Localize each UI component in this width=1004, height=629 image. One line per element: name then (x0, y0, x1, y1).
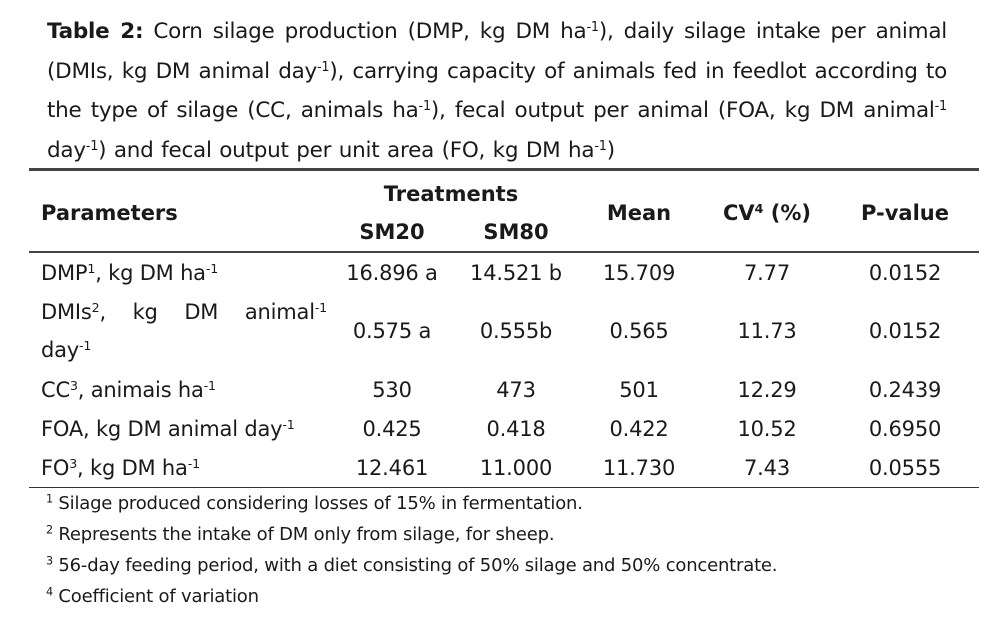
footnote-text: 56-day feeding period, with a diet consi… (52, 555, 778, 576)
caption-superscript: -1 (934, 98, 948, 114)
parameter-text: , kg DM ha (77, 455, 188, 480)
parameter-superscript: 3 (69, 455, 78, 471)
data-table: Parameters Treatments Mean CV4 (%) P-val… (29, 168, 979, 488)
cell-mean: 501 (619, 377, 659, 402)
caption-text: ) and fecal output per unit area (FO, kg… (98, 137, 595, 163)
table-row: DMP1, kg DM ha-1 16.896 a 14.521 b 15.709 7.… (29, 252, 979, 292)
caption-label: Table 2: (47, 19, 144, 44)
caption-text: ), carrying capacity of animals fed in f… (47, 58, 948, 124)
header-parameters: Parameters (29, 168, 327, 253)
caption-text: Corn silage production (DMP, kg DM ha (143, 19, 587, 44)
header-subrow: SM20 SM80 (29, 213, 979, 253)
cell-mean: 11.730 (575, 448, 703, 488)
cell-parameter: FO3, kg DM ha-1 (29, 448, 327, 488)
cell-cv: 12.29 (737, 377, 797, 402)
header-sm20: SM20 (327, 213, 457, 253)
cell-sm20: 0.575 a (352, 319, 432, 343)
parameter-superscript: -1 (187, 455, 200, 471)
cell-pvalue: 0.0152 (868, 260, 942, 285)
caption-text: day (47, 137, 86, 163)
footnote: 4 Coefficient of variation (46, 581, 946, 612)
footnote-text: Coefficient of variation (52, 586, 259, 607)
header-cv-unit: (%) (763, 201, 811, 225)
cell-sm80: 0.418 (486, 416, 546, 441)
cell-pvalue: 0.6950 (868, 416, 942, 441)
cell-parameter: FOA, kg DM animal day-1 (29, 409, 327, 448)
footnote: 1 Silage produced considering losses of … (46, 488, 946, 519)
parameter-text: , animais ha (77, 377, 204, 402)
parameter-text: DMIs (41, 300, 92, 324)
caption-superscript: -1 (586, 19, 599, 35)
caption-text: ), daily silage intake per animal (DMIs,… (47, 19, 947, 84)
header-row: Parameters Treatments Mean CV4 (%) P-val… (29, 168, 979, 253)
cell-cv: 7.77 (744, 260, 790, 285)
parameter-superscript: 1 (87, 260, 96, 276)
cell-mean: 15.709 (602, 260, 676, 285)
footnotes: 1 Silage produced considering losses of … (46, 488, 946, 612)
cell-sm20: 0.425 (362, 416, 422, 441)
parameter-text: DMP (41, 260, 88, 285)
parameter-text: , kg DM ha (95, 260, 206, 285)
data-table-container: Parameters Treatments Mean CV4 (%) P-val… (29, 168, 979, 488)
table-caption: Table 2: Corn silage production (DMP, kg… (47, 12, 947, 170)
header-treatments: Treatments (327, 168, 575, 213)
header-cv-label: CV (723, 201, 755, 225)
caption-text: ) (606, 137, 615, 163)
cell-sm80: 0.555b (479, 319, 553, 343)
cell-pvalue: 0.0152 (868, 319, 942, 343)
cell-parameter: DMP1, kg DM ha-1 (29, 252, 327, 292)
footnote-mark: 4 (46, 585, 53, 599)
cell-cv: 11.73 (737, 319, 797, 343)
parameter-superscript: -1 (282, 416, 295, 432)
footnote-mark: 1 (46, 492, 53, 506)
footnote-text: Represents the intake of DM only from si… (52, 524, 555, 545)
footnote: 3 56-day feeding period, with a diet con… (46, 550, 946, 581)
footnote: 2 Represents the intake of DM only from … (46, 519, 946, 550)
parameter-superscript: -1 (203, 377, 216, 393)
cell-sm20: 530 (372, 377, 412, 402)
parameter-superscript: -1 (205, 260, 219, 276)
table-row: CC3, animais ha-1 530 473 501 12.29 0.2439 (29, 370, 979, 409)
parameter-superscript: 2 (91, 300, 100, 316)
cell-mean: 0.565 (609, 319, 669, 343)
header-pvalue: P-value (831, 168, 979, 253)
cell-sm80: 11.000 (457, 448, 575, 488)
header-cv: CV4 (%) (703, 168, 831, 253)
parameter-text: day (41, 338, 80, 362)
footnote-mark: 2 (46, 523, 53, 537)
cell-cv: 10.52 (737, 416, 797, 441)
caption-superscript: -1 (85, 138, 99, 154)
table-row: FOA, kg DM animal day-1 0.425 0.418 0.422 10… (29, 409, 979, 448)
cell-sm80: 14.521 b (470, 260, 562, 285)
cell-pvalue: 0.2439 (868, 377, 942, 402)
table-row: FO3, kg DM ha-1 12.461 11.000 11.730 7.43 0.0… (29, 448, 979, 488)
cell-mean: 0.422 (609, 416, 669, 441)
header-sm80: SM80 (457, 213, 575, 253)
cell-sm20: 12.461 (327, 448, 457, 488)
caption-text: ), fecal output per animal (FOA, kg DM a… (430, 98, 935, 123)
parameter-text: FO (41, 455, 70, 480)
caption-superscript: -1 (418, 98, 432, 114)
cell-cv: 7.43 (703, 448, 831, 488)
cell-sm20: 16.896 a (346, 260, 438, 285)
table-body: DMP1, kg DM ha-1 16.896 a 14.521 b 15.709 7.… (29, 252, 979, 488)
parameter-superscript: -1 (314, 300, 327, 316)
header-mean: Mean (575, 168, 703, 253)
cell-parameter: DMIs2, kg DM animal-1 day-1 (29, 292, 327, 370)
header-cv-footnote-mark: 4 (754, 201, 764, 217)
cell-sm80: 473 (496, 377, 536, 402)
parameter-text: CC (41, 377, 70, 402)
footnote-mark: 3 (46, 554, 53, 568)
table-row: DMIs2, kg DM animal-1 day-1 0.575 a 0.555b… (29, 292, 979, 370)
footnote-text: Silage produced considering losses of 15… (52, 493, 583, 514)
parameter-text: , kg DM animal (99, 300, 315, 324)
parameter-superscript: -1 (79, 338, 92, 354)
caption-superscript: -1 (317, 59, 330, 75)
caption-superscript: -1 (594, 138, 607, 154)
cell-parameter: CC3, animais ha-1 (29, 370, 327, 409)
parameter-text: FOA, kg DM animal day (41, 416, 283, 441)
cell-pvalue: 0.0555 (831, 448, 979, 488)
parameter-superscript: 3 (69, 377, 78, 393)
